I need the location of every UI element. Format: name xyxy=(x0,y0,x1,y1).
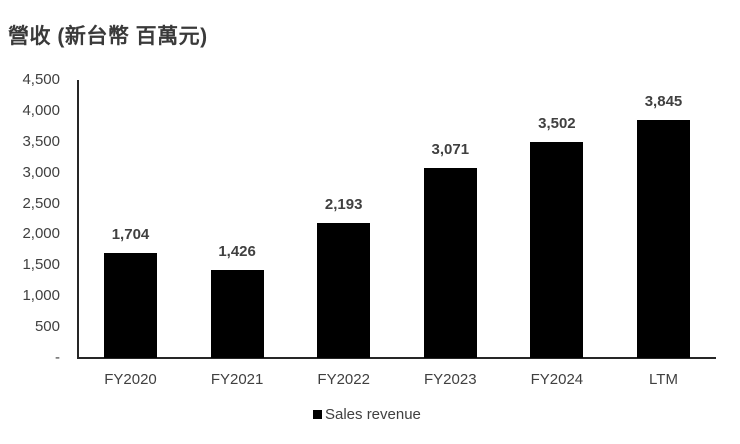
bar-fy2024 xyxy=(530,141,584,358)
bar-fy2022 xyxy=(317,222,371,358)
bar-value-label: 1,704 xyxy=(111,225,150,243)
x-tick-label: FY2024 xyxy=(530,371,584,388)
y-axis-line xyxy=(77,80,79,359)
y-tick-label: 4,500 xyxy=(22,71,60,88)
legend-swatch-icon xyxy=(313,410,322,419)
bar-value-label: 3,071 xyxy=(431,141,470,159)
bar-value-label: 1,426 xyxy=(218,242,256,260)
legend-label: Sales revenue xyxy=(325,406,421,423)
y-tick-label: 1,000 xyxy=(22,287,60,305)
x-tick-label: FY2022 xyxy=(317,371,370,388)
bar-value-label: 3,502 xyxy=(538,114,576,132)
x-axis-line xyxy=(77,357,716,359)
y-tick-label: 500 xyxy=(34,318,60,336)
y-tick-label: - xyxy=(55,349,60,366)
x-tick-label: FY2021 xyxy=(210,371,264,388)
y-tick-label: 1,500 xyxy=(22,256,60,274)
x-tick-label: FY2020 xyxy=(104,371,157,388)
bar-fy2021 xyxy=(210,269,264,358)
x-tick-label: LTM xyxy=(649,371,678,388)
y-tick-label: 2,000 xyxy=(22,225,60,243)
legend: Sales revenue xyxy=(313,406,421,423)
x-tick-label: FY2023 xyxy=(424,371,477,388)
bar-value-label: 3,845 xyxy=(644,93,683,111)
y-tick-label: 3,500 xyxy=(22,132,60,150)
chart-title: 營收 (新台幣 百萬元) xyxy=(8,25,208,48)
bar-value-label: 2,193 xyxy=(324,195,363,213)
bar-fy2020 xyxy=(104,252,157,358)
y-tick-label: 3,000 xyxy=(22,163,60,181)
y-tick-label: 2,500 xyxy=(22,194,60,212)
bar-ltm xyxy=(637,120,690,358)
y-tick-label: 4,000 xyxy=(22,101,60,119)
bar-fy2023 xyxy=(423,168,477,358)
